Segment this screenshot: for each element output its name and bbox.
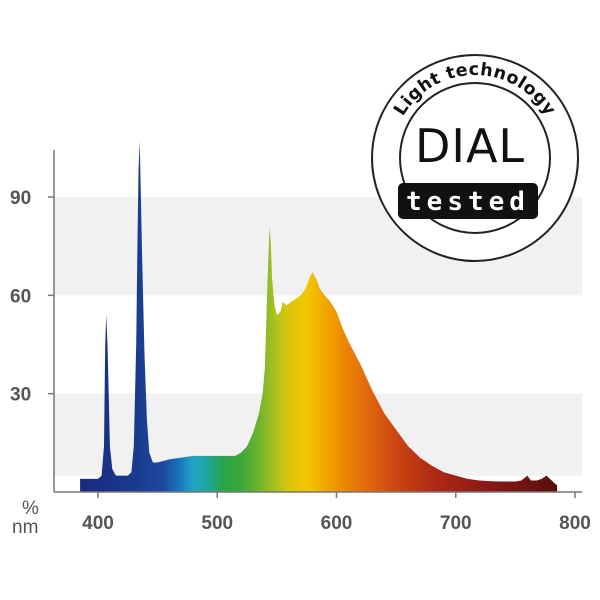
x-axis-unit-label: nm	[12, 517, 38, 538]
x-tick-label: 800	[559, 513, 591, 534]
seal-tested-badge	[398, 183, 538, 219]
x-tick-label: 400	[82, 513, 114, 534]
y-tick-label: 90	[10, 188, 31, 209]
seal-dial-text: DIAL	[415, 119, 525, 173]
spectrum-area-fill	[80, 141, 558, 493]
y-tick-label: 30	[10, 385, 31, 406]
dial-tested-seal: Light technology DIAL tested	[371, 54, 579, 262]
x-tick-label: 500	[201, 513, 233, 534]
chart-axes	[48, 150, 582, 498]
x-tick-label: 600	[321, 513, 353, 534]
seal-inner-ring	[399, 82, 551, 234]
x-tick-labels: 400 500 600 700 800	[82, 513, 591, 534]
y-tick-labels: 30 60 90	[10, 188, 31, 406]
y-tick-label: 60	[10, 286, 31, 307]
spectrum-area	[80, 141, 558, 493]
y-axis-unit-label: %	[22, 498, 39, 519]
seal-tested-text: tested	[406, 187, 530, 217]
x-tick-label: 700	[440, 513, 472, 534]
